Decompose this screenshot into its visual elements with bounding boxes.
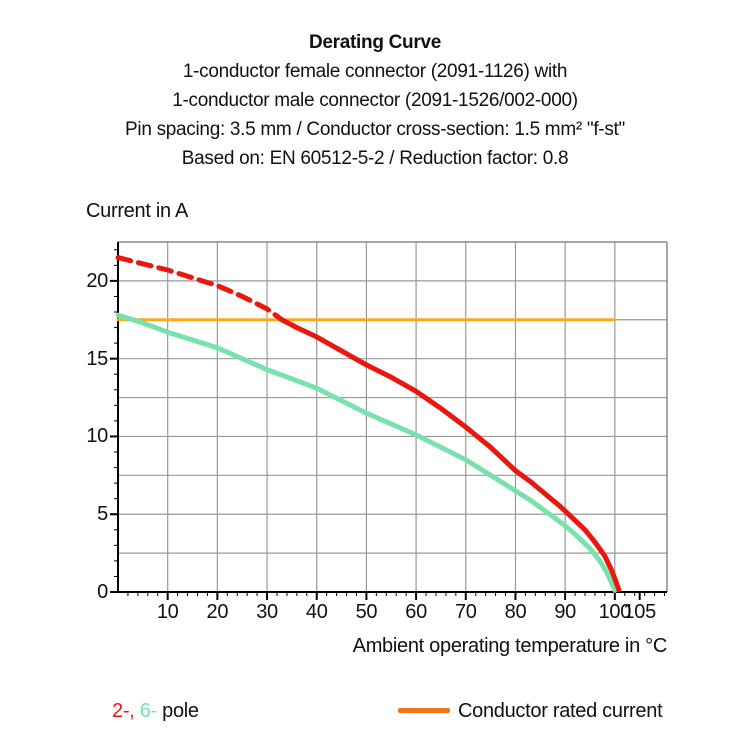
x-tick-label: 70 (454, 601, 477, 623)
legend-pole-entry: 2-, 6- pole (112, 700, 199, 723)
x-tick-label: 30 (256, 601, 278, 623)
x-tick-label: 40 (305, 601, 328, 623)
x-axis-title: Ambient operating temperature in °C (352, 635, 668, 657)
x-tick-label: 100 (598, 601, 632, 623)
x-tick-label: 50 (355, 601, 378, 623)
chart-subtitle-line-2: 1-conductor male connector (2091-1526/00… (172, 90, 578, 111)
y-tick-label: 5 (97, 503, 108, 526)
chart-subtitle-line-3: Pin spacing: 3.5 mm / Conductor cross-se… (125, 119, 625, 140)
chart-subtitle-line-4: Based on: EN 60512-5-2 / Reduction facto… (181, 148, 569, 169)
y-tick-label: 10 (86, 425, 108, 448)
chart-title: Derating Curve (308, 32, 441, 53)
rated-current-line-swatch (398, 708, 450, 713)
x-tick-label: 90 (554, 601, 576, 623)
chart-header: Derating Curve 1-conductor female connec… (0, 28, 750, 173)
x-tick-label: 105 (623, 601, 656, 623)
x-tick-label: 60 (405, 601, 427, 623)
legend-pole-word: pole (156, 700, 199, 722)
x-tick-label: 20 (206, 601, 229, 623)
y-tick-label: 15 (86, 347, 108, 370)
x-tick-label: 80 (504, 601, 527, 623)
y-tick-label: 20 (86, 269, 108, 292)
legend-2pole-label: 2-, (112, 700, 140, 722)
y-tick-label: 0 (97, 581, 108, 603)
chart-subtitle-line-1: 1-conductor female connector (2091-1126)… (182, 61, 568, 82)
y-axis-title: Current in A (86, 200, 189, 222)
legend-6pole-label: 6- (139, 700, 157, 722)
x-tick-label: 10 (156, 601, 179, 623)
legend-rated-current-label: Conductor rated current (458, 700, 663, 722)
